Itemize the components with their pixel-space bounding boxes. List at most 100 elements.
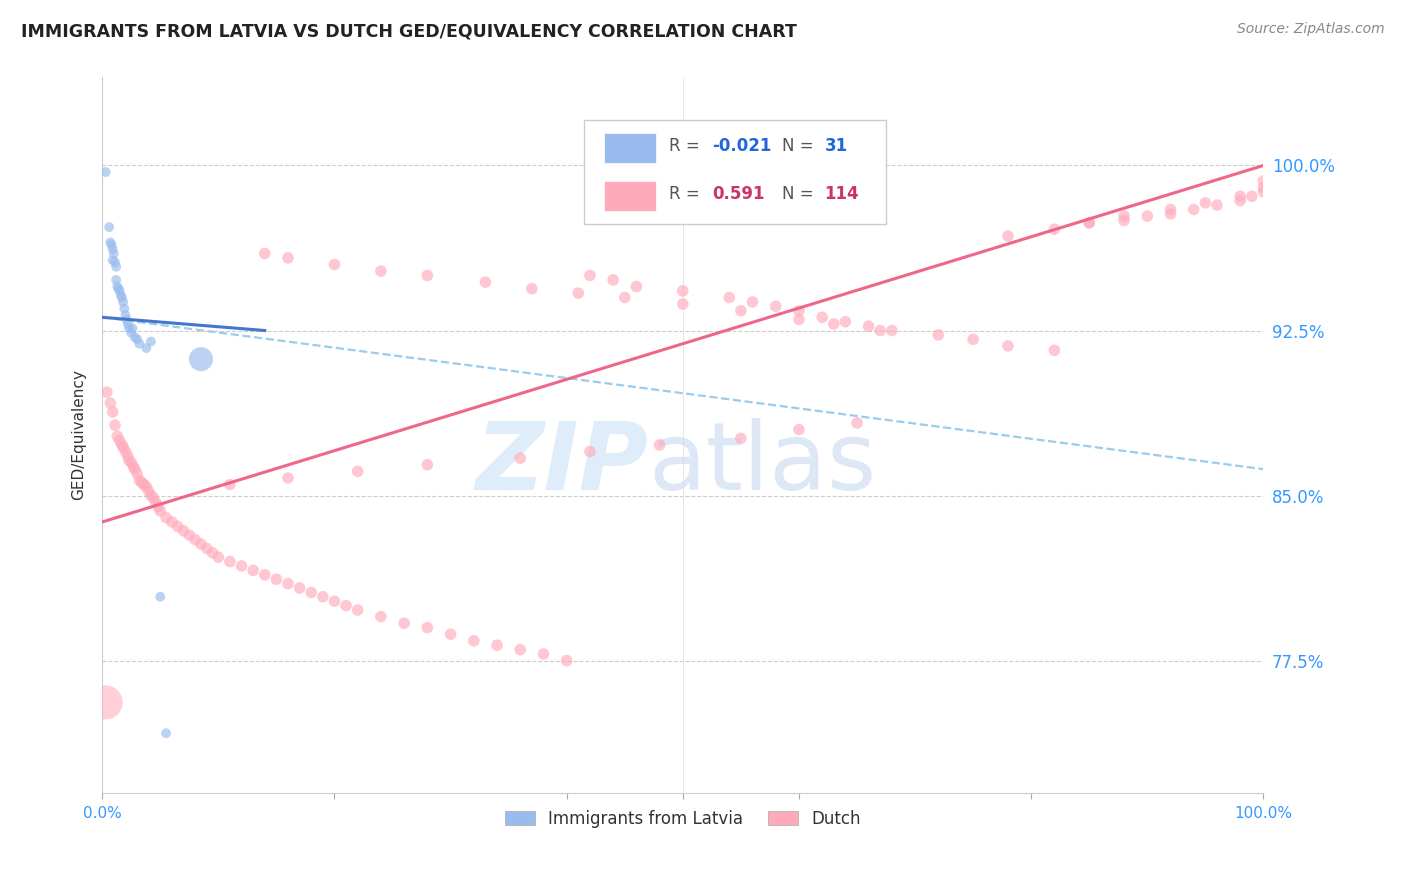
Point [173, 524, 195, 538]
Point [277, 251, 299, 265]
Point [1229, 194, 1251, 208]
Point [323, 594, 346, 608]
Point [1078, 216, 1101, 230]
Point [112, 301, 135, 316]
Point [392, 616, 415, 631]
Point [1194, 195, 1216, 210]
Point [765, 299, 787, 313]
Point [846, 416, 869, 430]
Bar [603, 181, 657, 211]
Point [1229, 189, 1251, 203]
Point [1112, 209, 1135, 223]
Point [98, 396, 121, 410]
Point [94, 695, 117, 709]
Point [266, 572, 288, 586]
Point [626, 279, 648, 293]
Point [997, 339, 1019, 353]
Point [98, 220, 121, 235]
Point [1078, 216, 1101, 230]
Point [142, 491, 165, 505]
Text: atlas: atlas [648, 417, 876, 509]
Text: 0.591: 0.591 [711, 186, 765, 203]
Point [520, 282, 543, 296]
Point [416, 458, 439, 472]
Point [135, 341, 157, 355]
Point [110, 288, 132, 302]
Point [195, 541, 218, 556]
Point [1253, 174, 1275, 188]
Point [463, 633, 485, 648]
Text: IMMIGRANTS FROM LATVIA VS DUTCH GED/EQUIVALENCY CORRELATION CHART: IMMIGRANTS FROM LATVIA VS DUTCH GED/EQUI… [21, 22, 797, 40]
Point [579, 444, 602, 458]
Point [242, 563, 264, 577]
Point [128, 336, 150, 351]
Point [730, 303, 752, 318]
FancyBboxPatch shape [583, 120, 886, 224]
Text: N =: N = [782, 137, 818, 155]
Point [96, 385, 118, 400]
Point [219, 555, 242, 569]
Point [486, 638, 509, 652]
Point [105, 260, 128, 274]
Point [474, 275, 496, 289]
Point [122, 459, 145, 474]
Text: ZIP: ZIP [475, 417, 648, 509]
Point [253, 246, 276, 260]
Point [104, 418, 127, 433]
Point [184, 533, 207, 547]
Point [219, 477, 242, 491]
Point [416, 621, 439, 635]
Point [613, 291, 636, 305]
Point [108, 434, 131, 448]
Point [823, 317, 845, 331]
Point [101, 405, 124, 419]
Point [672, 297, 695, 311]
Point [190, 352, 212, 367]
Point [124, 462, 146, 476]
Legend: Immigrants from Latvia, Dutch: Immigrants from Latvia, Dutch [498, 803, 868, 834]
Point [787, 312, 810, 326]
Point [1253, 185, 1275, 199]
Point [312, 590, 335, 604]
Point [120, 326, 142, 340]
Point [100, 237, 122, 252]
Point [1206, 198, 1229, 212]
Point [105, 279, 128, 293]
Point [1182, 202, 1205, 217]
Point [1240, 189, 1263, 203]
Point [104, 255, 127, 269]
Point [111, 291, 134, 305]
Point [179, 528, 201, 542]
Point [201, 546, 224, 560]
Point [1160, 207, 1182, 221]
Point [533, 647, 555, 661]
Text: -0.021: -0.021 [711, 137, 772, 155]
Point [107, 282, 129, 296]
Point [131, 475, 153, 490]
Point [288, 581, 311, 595]
Point [111, 438, 134, 452]
Text: 31: 31 [824, 137, 848, 155]
Point [155, 726, 177, 740]
Text: R =: R = [669, 186, 710, 203]
Point [190, 537, 212, 551]
Point [253, 567, 276, 582]
Point [880, 324, 903, 338]
Point [166, 519, 188, 533]
Point [160, 515, 183, 529]
Point [834, 315, 856, 329]
Point [149, 590, 172, 604]
Point [1043, 343, 1066, 358]
Point [132, 477, 155, 491]
Point [112, 294, 135, 309]
Point [103, 246, 125, 260]
Point [149, 504, 172, 518]
Point [139, 489, 162, 503]
Point [139, 334, 162, 349]
Bar [603, 133, 657, 162]
Point [741, 294, 763, 309]
Point [138, 484, 160, 499]
Point [117, 317, 139, 331]
Point [114, 444, 136, 458]
Text: 100.0%: 100.0% [1234, 805, 1292, 821]
